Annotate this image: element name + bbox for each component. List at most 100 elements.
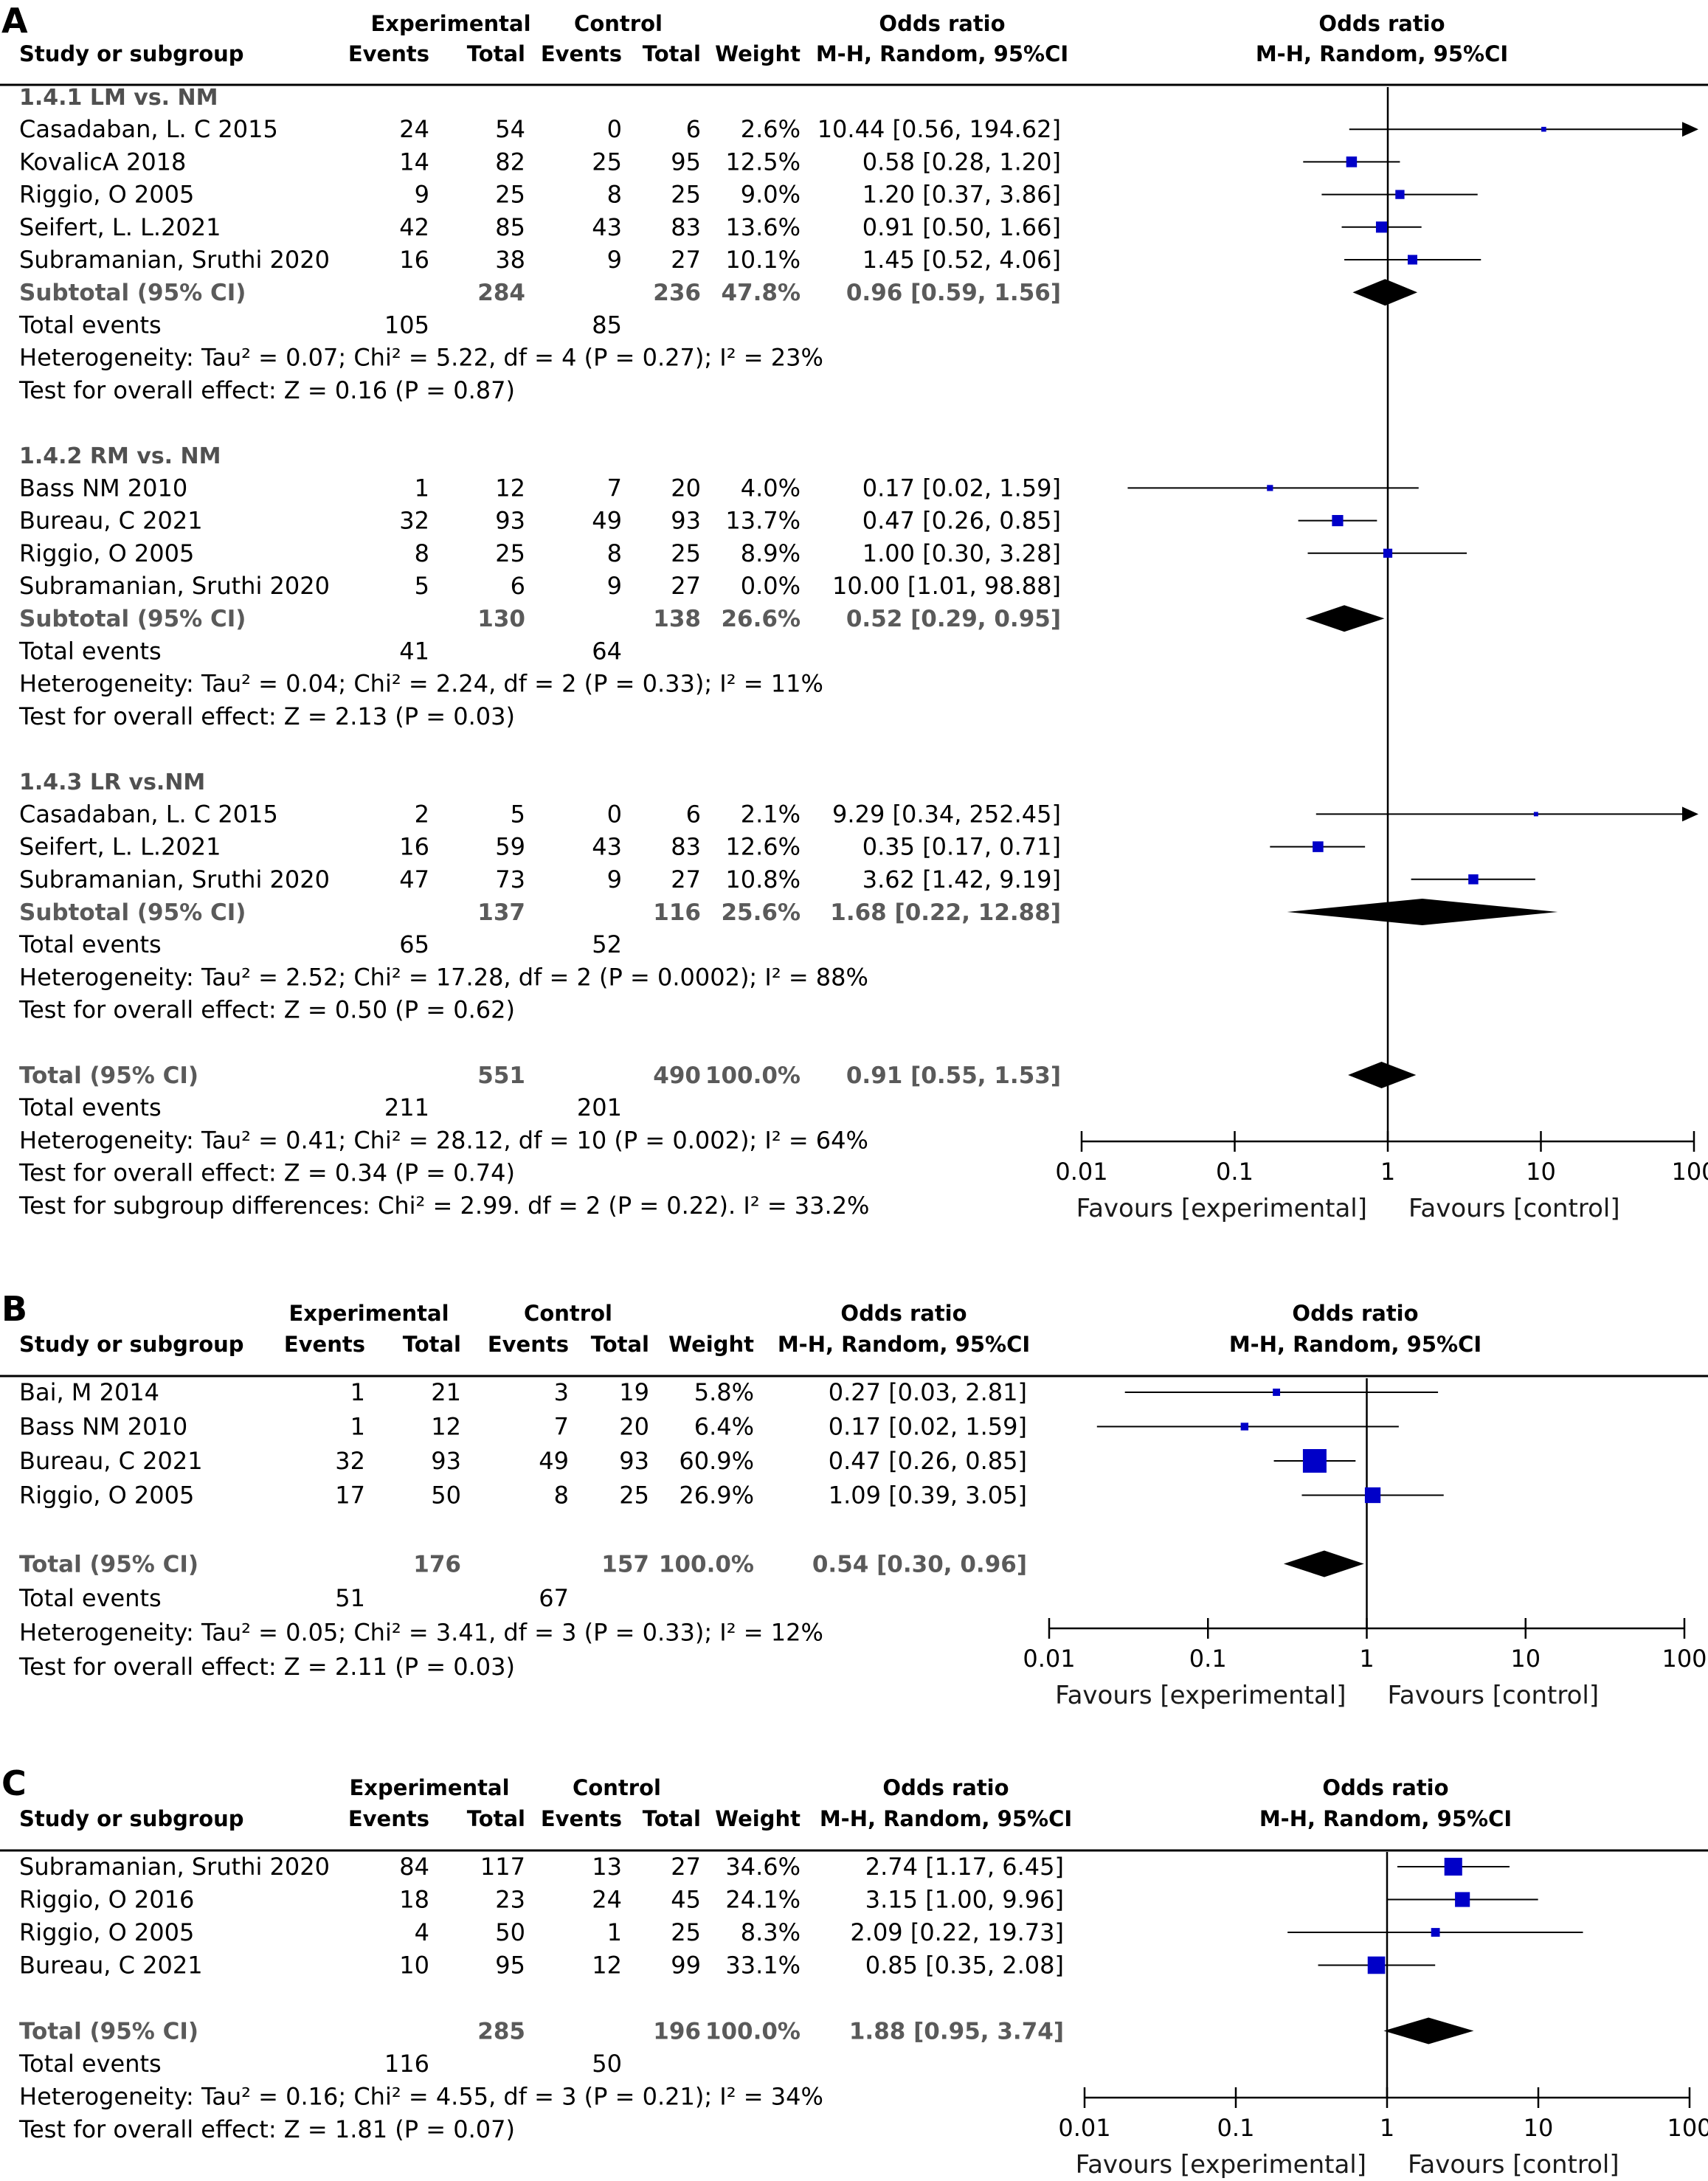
- exp-total: 38: [495, 246, 525, 274]
- x-tick-label: 0.1: [1216, 1158, 1254, 1186]
- study-label: Bureau, C 2021: [19, 1447, 203, 1475]
- header-method: M-H, Random, 95%CI: [816, 41, 1068, 66]
- header-odds-ratio-plot: Odds ratio: [1318, 11, 1445, 36]
- statistics-text: Heterogeneity: Tau² = 0.04; Chi² = 2.24,…: [19, 670, 823, 698]
- weight: 2.6%: [741, 115, 801, 143]
- odds-ratio-ci: 0.17 [0.02, 1.59]: [829, 1413, 1027, 1441]
- exp-total: 82: [495, 148, 525, 176]
- row-subgroup: 1.4.2 RM vs. NM: [19, 443, 221, 469]
- ctl-events: 24: [592, 1886, 622, 1914]
- row-study: Bai, M 2014 1 21 3 19 5.8% 0.27 [0.03, 2.81]: [19, 1378, 1439, 1406]
- odds-ratio-ci: 0.91 [0.50, 1.66]: [862, 213, 1061, 241]
- ctl-total: 236: [653, 280, 701, 306]
- exp-total: 6: [511, 572, 525, 600]
- exp-total: 12: [495, 474, 525, 502]
- exp-total: 12: [431, 1413, 461, 1441]
- ctl-total: 20: [619, 1413, 649, 1441]
- odds-ratio-ci: 1.68 [0.22, 12.88]: [830, 899, 1061, 926]
- total-events-experimental: 41: [399, 637, 429, 665]
- odds-ratio-ci: 0.54 [0.30, 0.96]: [812, 1552, 1027, 1578]
- weight: 12.6%: [725, 833, 801, 861]
- exp-events: 24: [399, 115, 429, 143]
- exp-events: 10: [399, 1952, 429, 1980]
- odds-ratio-ci: 3.62 [1.42, 9.19]: [862, 865, 1061, 894]
- row-events: Total events 41 64: [18, 637, 622, 665]
- point-estimate: [1395, 190, 1405, 199]
- exp-total: 284: [477, 280, 525, 306]
- study-label: KovalicA 2018: [19, 148, 186, 176]
- study-label: Riggio, O 2005: [19, 181, 194, 209]
- point-estimate: [1313, 841, 1324, 852]
- panel-c: C Experimental Control Odds ratio Odds ratio…: [0, 1763, 1708, 2180]
- odds-ratio-ci: 9.29 [0.34, 252.45]: [832, 800, 1061, 828]
- row-study: Riggio, O 2005 9 25 8 25 9.0% 1.20 [0.37, 3.86…: [19, 181, 1478, 209]
- exp-events: 5: [415, 572, 429, 600]
- point-estimate: [1444, 1857, 1462, 1876]
- study-label: Subramanian, Sruthi 2020: [19, 246, 330, 274]
- row-text: Test for overall effect: Z = 0.34 (P = 0…: [18, 1159, 515, 1187]
- statistics-text: Test for overall effect: Z = 1.81 (P = 0…: [18, 2115, 515, 2143]
- odds-ratio-ci: 1.45 [0.52, 4.06]: [862, 246, 1061, 274]
- exp-total: 5: [511, 800, 525, 828]
- row-study: Bass NM 2010 1 12 7 20 4.0% 0.17 [0.02, 1.59]: [19, 474, 1419, 502]
- x-tick-label: 0.01: [1058, 2114, 1110, 2142]
- ctl-total: 25: [671, 539, 701, 567]
- header-ctl-events: Events: [541, 41, 622, 66]
- pooled-diamond: [1305, 605, 1385, 632]
- row-text: Test for overall effect: Z = 2.11 (P = 0…: [18, 1653, 515, 1681]
- exp-total: 176: [413, 1552, 461, 1578]
- row-text: Heterogeneity: Tau² = 0.16; Chi² = 4.55,…: [19, 2083, 823, 2111]
- point-estimate: [1468, 874, 1479, 885]
- point-estimate: [1240, 1423, 1249, 1431]
- exp-events: 1: [350, 1378, 365, 1406]
- row-study: Seifert, L. L.2021 16 59 43 83 12.6% 0.35 [0.1…: [19, 833, 1366, 861]
- study-label: Seifert, L. L.2021: [19, 213, 221, 241]
- total-events-label: Total events: [18, 1093, 162, 1121]
- row-text: Test for overall effect: Z = 0.50 (P = 0…: [18, 996, 515, 1024]
- header-odds-ratio: Odds ratio: [882, 1775, 1009, 1800]
- header-method-plot: M-H, Random, 95%CI: [1256, 41, 1508, 66]
- ci-arrow: [1682, 806, 1698, 822]
- header-experimental: Experimental: [288, 1301, 449, 1326]
- panel-label: C: [1, 1763, 27, 1803]
- ctl-total: 93: [619, 1447, 649, 1475]
- ctl-events: 9: [607, 865, 622, 894]
- row-study: Subramanian, Sruthi 2020 16 38 9 27 10.1% 1.45…: [19, 246, 1481, 274]
- row-text: Test for overall effect: Z = 0.16 (P = 0…: [18, 376, 515, 404]
- weight: 100.0%: [659, 1552, 754, 1578]
- ctl-total: 25: [619, 1482, 649, 1510]
- favours-control-label: Favours [control]: [1388, 1681, 1600, 1710]
- header-study: Study or subgroup: [19, 41, 244, 66]
- ctl-total: 196: [653, 2019, 701, 2045]
- point-estimate: [1375, 221, 1388, 233]
- point-estimate: [1431, 1928, 1440, 1937]
- panel-a: A Experimental Control Odds ratio Odds ratio…: [0, 1, 1708, 1223]
- header-exp-total: Total: [467, 1806, 525, 1831]
- header-experimental: Experimental: [370, 11, 530, 36]
- row-text: Heterogeneity: Tau² = 0.07; Chi² = 5.22,…: [19, 344, 823, 372]
- row-study: Bureau, C 2021 32 93 49 93 60.9% 0.47 [0.26, 0…: [19, 1447, 1356, 1475]
- row-study: Casadaban, L. C 2015 2 5 0 6 2.1% 9.29 [0.34, …: [19, 800, 1698, 828]
- odds-ratio-ci: 1.88 [0.95, 3.74]: [849, 2019, 1064, 2045]
- header-study: Study or subgroup: [19, 1806, 244, 1831]
- ctl-total: 116: [653, 899, 701, 926]
- total-events-control: 201: [577, 1093, 622, 1121]
- weight: 25.6%: [721, 899, 801, 926]
- odds-ratio-ci: 0.47 [0.26, 0.85]: [862, 507, 1061, 535]
- row-study: Subramanian, Sruthi 2020 47 73 9 27 10.8% 3.62…: [19, 865, 1535, 894]
- exp-events: 16: [399, 246, 429, 274]
- total-label: Total (95% CI): [19, 1062, 198, 1089]
- row-events: Total events 105 85: [18, 311, 622, 339]
- exp-total: 25: [495, 539, 525, 567]
- header-odds-ratio: Odds ratio: [879, 11, 1005, 36]
- ctl-total: 157: [601, 1552, 649, 1578]
- panel-label: B: [1, 1289, 27, 1329]
- favours-control-label: Favours [control]: [1408, 1194, 1620, 1223]
- exp-events: 16: [399, 833, 429, 861]
- exp-total: 50: [431, 1482, 461, 1510]
- row-study: Subramanian, Sruthi 2020 5 6 9 27 0.0% 10.00 […: [19, 572, 1061, 600]
- statistics-text: Test for overall effect: Z = 0.34 (P = 0…: [18, 1159, 515, 1187]
- x-tick-label: 0.01: [1055, 1158, 1107, 1186]
- study-label: Seifert, L. L.2021: [19, 833, 221, 861]
- subgroup-title: 1.4.2 RM vs. NM: [19, 443, 221, 469]
